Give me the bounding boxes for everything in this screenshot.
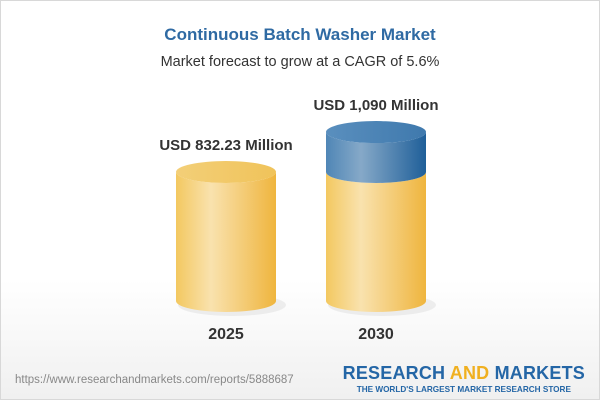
bar-growth-2030 <box>326 132 426 184</box>
cylinder-chart: USD 832.23 Million 2025 USD 1,090 Million 2… <box>159 97 438 343</box>
bar-top-2030 <box>326 121 426 144</box>
logo-tagline: THE WORLD'S LARGEST MARKET RESEARCH STOR… <box>356 385 571 394</box>
bar-top-2025 <box>176 161 276 184</box>
category-label: 2025 <box>208 326 244 343</box>
chart-subtitle: Market forecast to grow at a CAGR of 5.6… <box>160 54 440 70</box>
research-and-markets-logo: RESEARCH AND MARKETS THE WORLD'S LARGEST… <box>342 363 585 394</box>
chart-title: Continuous Batch Washer Market <box>164 25 436 44</box>
bar-base-2025 <box>176 172 276 312</box>
category-label: 2030 <box>358 326 394 343</box>
bar-base-2030 <box>326 172 426 312</box>
source-url[interactable]: https://www.researchandmarkets.com/repor… <box>15 374 294 386</box>
data-label: USD 832.23 Million <box>159 137 292 154</box>
data-label: USD 1,090 Million <box>313 97 438 114</box>
